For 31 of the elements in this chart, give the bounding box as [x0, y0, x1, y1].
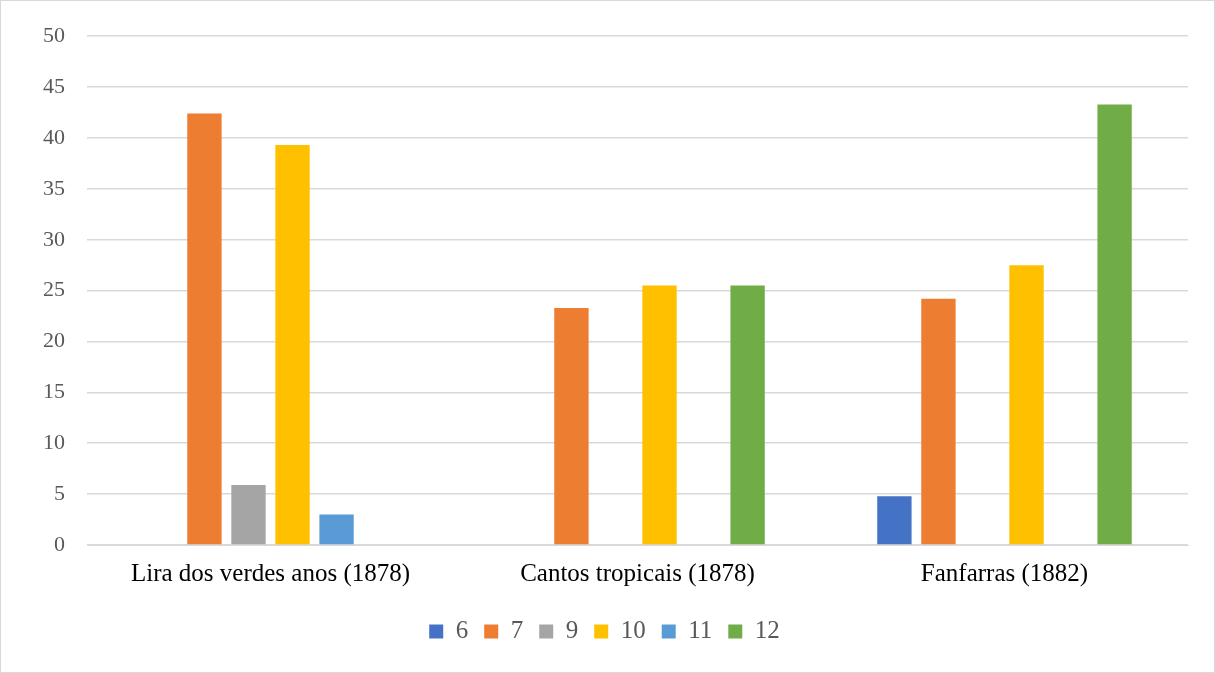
legend-label: 6: [455, 616, 469, 644]
y-tick-label: 5: [54, 479, 65, 505]
bar: [231, 484, 266, 545]
x-tick-label: Lira dos verdes anos (1878): [130, 558, 411, 587]
bar: [319, 514, 354, 545]
bar: [921, 298, 956, 545]
legend-label: 11: [688, 616, 713, 644]
bar: [642, 285, 677, 545]
y-tick-label: 15: [43, 378, 65, 404]
bar: [1009, 265, 1044, 545]
legend-label: 9: [565, 616, 579, 644]
legend-label: 10: [620, 616, 646, 644]
legend-label: 7: [510, 616, 524, 644]
y-tick-label: 45: [43, 72, 65, 98]
x-tick-label: Fanfarras (1882): [920, 558, 1089, 587]
bar: [187, 113, 222, 545]
y-tick-label: 40: [43, 123, 65, 149]
legend-label: 12: [754, 616, 780, 644]
y-tick-label: 20: [43, 327, 65, 353]
y-tick-label: 10: [43, 429, 65, 455]
bar: [554, 307, 589, 545]
y-tick-label: 25: [43, 276, 65, 302]
x-tick-label: Cantos tropicais (1878): [520, 558, 755, 587]
bar: [1097, 104, 1132, 545]
y-tick-label: 0: [54, 530, 65, 556]
y-tick-label: 50: [43, 21, 65, 47]
bar: [730, 285, 765, 545]
bar: [275, 145, 310, 545]
y-tick-label: 35: [43, 174, 65, 200]
y-tick-label: 30: [43, 225, 65, 251]
bar: [877, 496, 912, 545]
